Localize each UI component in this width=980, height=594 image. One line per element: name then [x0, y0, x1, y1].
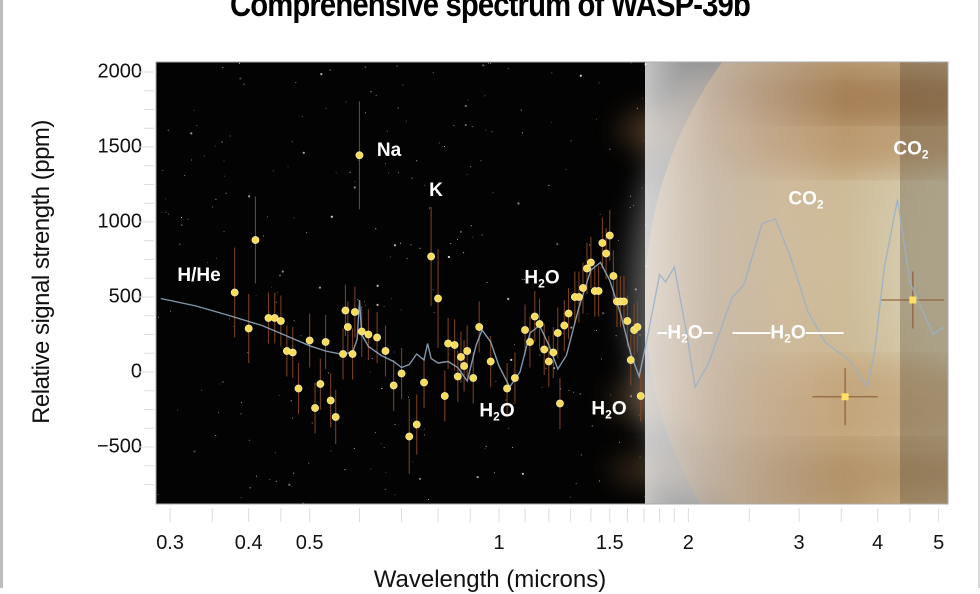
planet-illustration [610, 62, 948, 504]
y-tick-label: 2000 [97, 60, 143, 83]
y-tick-label: −500 [96, 435, 142, 458]
label-h2o-2: H2O [479, 400, 515, 424]
right-border [978, 0, 980, 588]
x-tick-label: 3 [793, 532, 805, 554]
x-tick-label: 0.5 [295, 532, 324, 554]
left-border [0, 0, 3, 588]
x-tick-label: 2 [682, 532, 694, 554]
x-tick-label: 4 [872, 532, 884, 554]
starfield [156, 62, 653, 504]
x-tick-label: 1.5 [595, 532, 624, 554]
label-co2-1: CO2 [788, 188, 824, 212]
data-points [230, 151, 917, 441]
label-h2o-4: –H2O– [656, 322, 714, 346]
chart-title: Comprehensive spectrum of WASP-39b [230, 0, 751, 24]
label-h2o-3: H2O [591, 398, 627, 422]
label-na: Na [376, 140, 402, 161]
label-co2-2: CO2 [893, 138, 929, 162]
y-tick-label: 1500 [97, 135, 143, 158]
x-tick-label: 5 [933, 532, 945, 554]
label-h2o-1: H2O [524, 267, 560, 291]
x-tick-label: 1 [493, 532, 505, 554]
x-tick-label: 0.4 [234, 532, 263, 554]
y-tick-label: 0 [130, 360, 142, 383]
label-h2o-5: ——H2O—— [732, 322, 844, 346]
y-tick-label: 500 [108, 285, 142, 308]
label-k: K [429, 180, 443, 201]
x-tick-label: 0.3 [156, 532, 184, 554]
axis-tick-marks [138, 71, 940, 522]
label-h-he: H/He [177, 265, 221, 286]
y-tick-label: 1000 [97, 210, 143, 233]
plot-border [155, 61, 949, 505]
